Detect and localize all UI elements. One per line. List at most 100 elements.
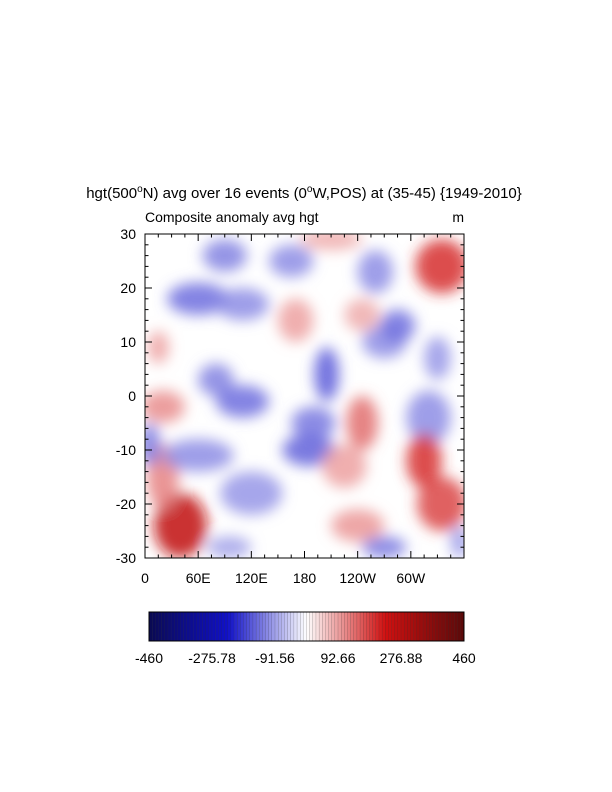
colorbar-box	[328, 611, 333, 642]
colorbar-box	[202, 611, 207, 642]
anomaly-blob	[147, 331, 169, 364]
heatmap-plot-area	[144, 233, 465, 559]
colorbar-box	[438, 611, 443, 642]
anomaly-blob	[291, 406, 336, 440]
colorbar-label: -275.78	[188, 650, 236, 666]
colorbar-box	[372, 611, 377, 642]
colorbar-box	[281, 611, 285, 642]
colorbar-label: 276.88	[380, 650, 423, 666]
colorbar-box	[158, 611, 163, 642]
colorbar-box	[303, 611, 307, 642]
colorbar-box	[192, 611, 197, 642]
anomaly-blob	[406, 433, 442, 488]
colorbar-box	[375, 611, 380, 642]
colorbar-box	[230, 611, 235, 642]
colorbar-box	[262, 611, 266, 642]
colorbar-box	[366, 611, 370, 642]
colorbar-box	[385, 611, 389, 642]
anomaly-blob	[344, 298, 380, 332]
y-tick-label: 0	[128, 388, 136, 404]
anomaly-blob	[162, 439, 234, 472]
chart-title: hgt(500oN) avg over 16 events (0oW,POS) …	[86, 184, 522, 202]
y-tick-label: 30	[120, 226, 136, 242]
colorbar-box	[322, 611, 326, 642]
y-tick-label: -10	[116, 442, 136, 458]
colorbar-box	[218, 611, 222, 642]
colorbar-box	[189, 611, 194, 642]
colorbar-box	[221, 611, 226, 642]
anomaly-blob	[379, 309, 416, 342]
colorbar-box	[410, 611, 415, 642]
colorbar-box	[391, 611, 396, 642]
colorbar-box	[167, 611, 172, 642]
anomaly-blob	[415, 239, 464, 294]
anomaly-blob	[215, 288, 270, 321]
colorbar-box	[422, 611, 427, 642]
colorbar-box	[344, 611, 348, 642]
x-tick-label: 60E	[186, 570, 211, 586]
anomaly-blob	[362, 536, 407, 558]
colorbar-box	[177, 611, 181, 642]
colorbar-box	[356, 611, 361, 642]
anomaly-blob	[167, 282, 230, 315]
colorbar-box	[369, 611, 374, 642]
colorbar-box	[205, 611, 210, 642]
colorbar-box	[312, 611, 317, 642]
colorbar-box	[227, 611, 232, 642]
anomaly-blob	[198, 363, 234, 396]
x-tick-label: 180	[293, 570, 317, 586]
colorbar-box	[268, 611, 273, 642]
colorbar-box	[148, 611, 153, 642]
anomaly-blob	[406, 390, 451, 445]
colorbar-box	[444, 611, 449, 642]
colorbar-box	[208, 611, 213, 642]
colorbar-box	[306, 611, 311, 642]
colorbar-box	[196, 611, 200, 642]
colorbar-box	[180, 611, 185, 642]
colorbar-box	[183, 611, 188, 642]
colorbar-box	[403, 611, 408, 642]
colorbar-label: -91.56	[255, 650, 295, 666]
colorbar-box	[243, 611, 248, 642]
anomaly-blob	[300, 234, 363, 251]
y-axis: 30 20 10 0 -10 -20 -30	[116, 226, 464, 566]
colorbar-box	[381, 611, 386, 642]
colorbar-box	[441, 611, 446, 642]
anomaly-blob	[417, 477, 464, 531]
colorbar-box	[454, 611, 459, 642]
colorbar-label: 92.66	[320, 650, 355, 666]
anomaly-blob	[145, 423, 161, 467]
colorbar-box	[353, 611, 358, 642]
anomaly-blob	[450, 525, 464, 558]
colorbar-box	[252, 611, 257, 642]
anomaly-blob	[322, 444, 367, 488]
colorbar-box	[416, 611, 421, 642]
anomaly-blob	[207, 536, 252, 558]
colorbar-box	[448, 611, 452, 642]
x-tick-label: 120W	[339, 570, 376, 586]
colorbar-box	[259, 611, 263, 642]
colorbar-box	[315, 611, 320, 642]
colorbar-box	[161, 611, 166, 642]
anomaly-blob	[269, 244, 314, 278]
colorbar-box	[407, 611, 411, 642]
colorbar-box	[451, 611, 455, 642]
colorbar-box	[363, 611, 367, 642]
colorbar-box	[293, 611, 298, 642]
colorbar-box	[397, 611, 402, 642]
colorbar-box	[170, 611, 175, 642]
anomaly-blob	[220, 471, 283, 515]
anomaly-blob	[215, 385, 270, 418]
colorbar-box	[224, 611, 229, 642]
colorbar-box	[388, 611, 392, 642]
colorbar-frame	[148, 611, 465, 642]
colorbar-box	[331, 611, 336, 642]
colorbar-box	[274, 611, 279, 642]
colorbar-label: -460	[135, 650, 163, 666]
colorbar-box	[233, 611, 238, 642]
anomaly-blob	[153, 493, 208, 558]
y-tick-label: 10	[120, 334, 136, 350]
x-tick-label: 0	[141, 570, 149, 586]
colorbar-box	[309, 611, 314, 642]
colorbar-box	[284, 611, 289, 642]
